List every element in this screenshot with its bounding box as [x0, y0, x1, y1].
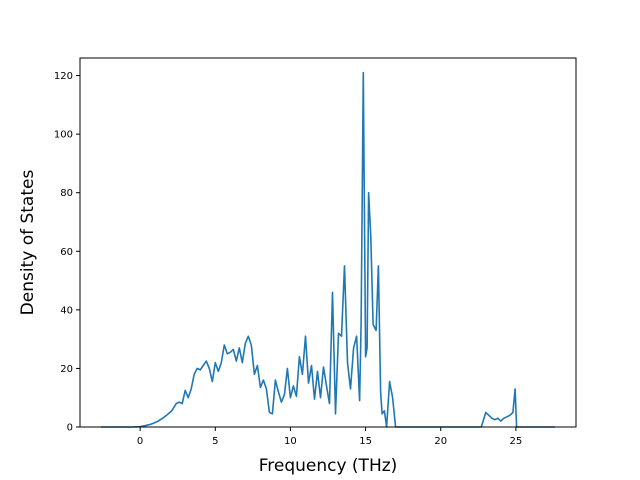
x-tick-label: 0	[137, 436, 143, 447]
y-axis-ticks: 0 20 40 60 80 100 120	[54, 71, 80, 434]
x-tick-label: 10	[284, 436, 297, 447]
x-axis-label: Frequency (THz)	[259, 456, 398, 476]
plot-area	[80, 58, 576, 427]
x-axis-ticks: 0 5 10 15 20 25	[137, 427, 522, 447]
y-tick-label: 100	[54, 130, 73, 141]
y-tick-label: 60	[60, 247, 73, 258]
y-tick-label: 120	[54, 71, 73, 82]
y-tick-label: 80	[60, 188, 73, 199]
y-axis-label: Density of States	[18, 170, 38, 316]
y-tick-label: 20	[60, 364, 73, 375]
y-tick-label: 0	[67, 423, 73, 434]
x-tick-label: 5	[212, 436, 218, 447]
y-tick-label: 40	[60, 305, 73, 316]
x-tick-label: 15	[359, 436, 372, 447]
axes-frame	[79, 57, 577, 428]
x-tick-label: 20	[434, 436, 447, 447]
x-tick-label: 25	[510, 436, 523, 447]
